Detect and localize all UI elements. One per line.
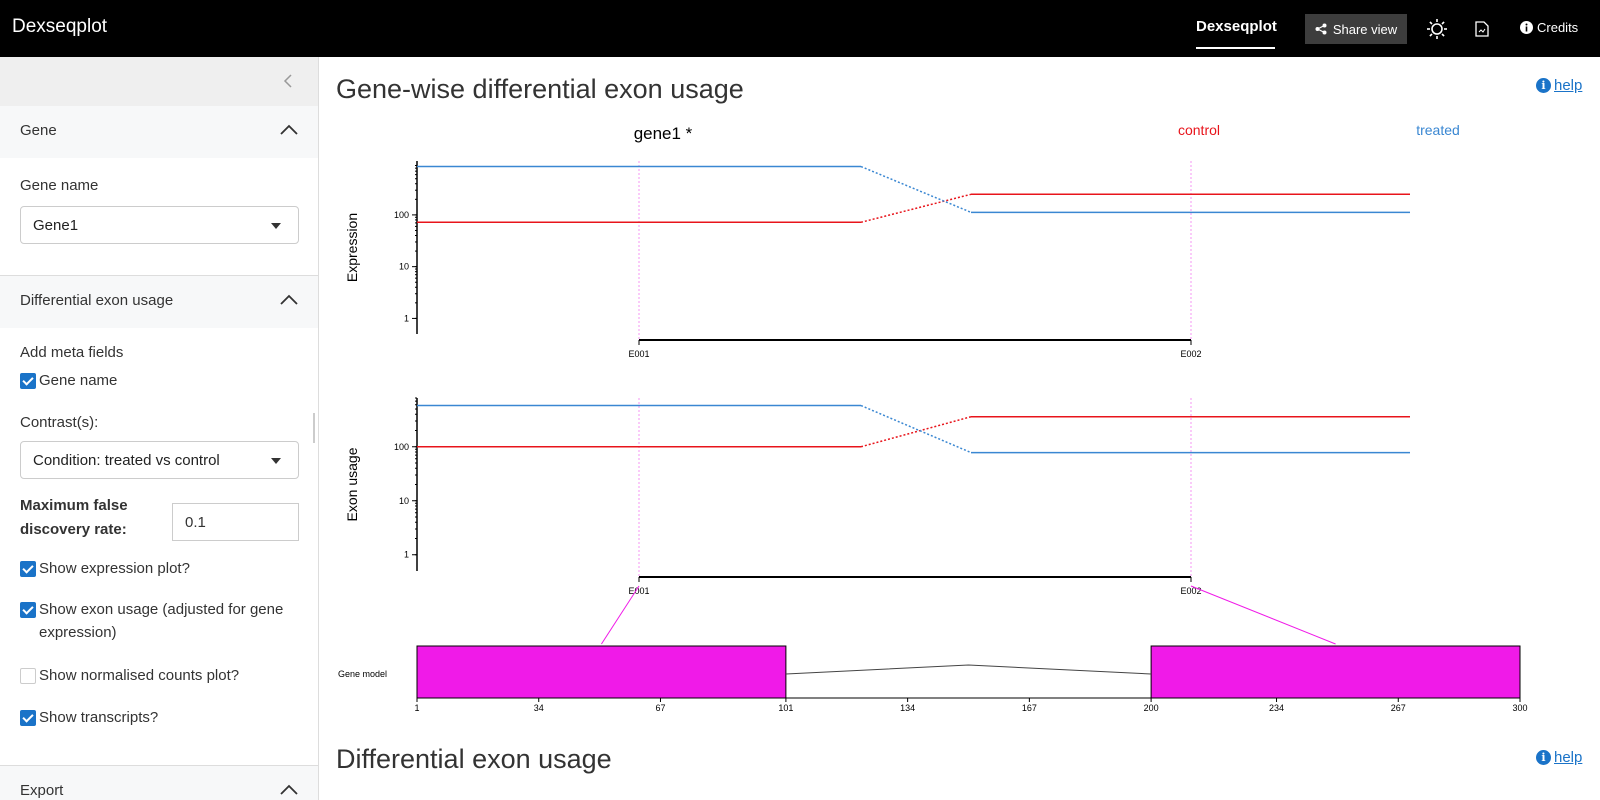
show-expression-label: Show expression plot? [39,560,190,577]
caret-down-icon [271,223,281,229]
help-link[interactable]: i help [1536,749,1582,766]
show-expression-checkbox[interactable] [20,561,36,577]
y-tick-label: 100 [394,442,409,452]
section-title-deu: Differential exon usage [336,744,612,774]
series-connector-control [860,416,972,448]
main-content: Gene-wise differential exon usage i help… [320,57,1600,800]
exon-label: E002 [1180,349,1201,359]
app-brand[interactable]: Dexseqplot [12,16,108,37]
series-connector-control [860,193,972,224]
series-connector-treated [860,165,972,214]
info-icon: i [1536,750,1551,765]
divider [0,765,318,766]
exon-label: E001 [628,349,649,359]
report-button[interactable] [1469,16,1495,42]
show-exon-usage-checkbox[interactable] [20,602,36,618]
accordion-export-title: Export [20,782,64,799]
x-tick-label: 267 [1391,703,1406,713]
exon-label: E002 [1180,586,1201,596]
gene-name-checkbox-label: Gene name [39,372,118,389]
x-tick-label: 234 [1269,703,1284,713]
series-connector-treated [860,404,972,454]
chart-title: gene1 * [634,124,693,143]
contrast-value: Condition: treated vs control [33,452,220,469]
intron-line [785,664,1152,675]
dexseq-plot: gene1 * control treated 1 10 100 Expression E00… [338,122,1528,713]
exon-box [416,645,787,699]
chevron-left-icon[interactable] [279,71,299,91]
info-icon [1520,21,1533,34]
sidebar-collapse-row [0,57,318,106]
chevron-up-icon [280,784,298,795]
help-link[interactable]: i help [1536,77,1582,94]
accordion-deu-header[interactable]: Differential exon usage [0,276,318,328]
x-tick-label: 134 [900,703,915,713]
show-normalised-checkbox[interactable] [20,668,36,684]
top-navbar: Dexseqplot Dexseqplot Share view [0,0,1600,57]
active-tab-indicator [1196,47,1275,49]
caret-down-icon [271,458,281,464]
credits-link[interactable]: Credits [1520,20,1578,35]
y-tick-label: 1 [404,550,409,560]
gene-model-label: Gene model [338,669,387,679]
accordion-gene-header[interactable]: Gene [0,106,318,158]
gene-name-select[interactable]: Gene1 [20,206,299,244]
accordion-export-header[interactable]: Export [0,766,318,800]
divider [0,275,318,276]
y-axis-label: Exon usage [344,447,360,521]
gene-name-label: Gene name [20,177,99,194]
meta-fields-label: Add meta fields [20,344,124,361]
gene-name-checkbox[interactable] [20,373,36,389]
fdr-value: 0.1 [185,514,206,531]
y-tick-label: 10 [399,262,409,272]
info-icon: i [1536,78,1551,93]
legend-treated: treated [1416,122,1460,138]
x-tick-label: 200 [1144,703,1159,713]
theme-toggle-button[interactable] [1424,16,1450,42]
exon-connector [1190,585,1336,645]
accordion-deu-title: Differential exon usage [20,292,174,309]
show-transcripts-checkbox[interactable] [20,710,36,726]
sidebar: Gene Gene name Gene1 Differential exon u… [0,57,319,800]
exon-label: E001 [628,586,649,596]
exon-box [1150,645,1521,699]
show-normalised-label: Show normalised counts plot? [39,667,240,684]
show-exon-usage-label: Show exon usage (adjusted for gene expre… [39,601,284,641]
help-label: help [1554,77,1583,94]
y-tick-label: 1 [404,313,409,323]
share-view-button[interactable]: Share view [1305,14,1407,44]
legend-control: control [1178,122,1220,138]
exon-connector [601,585,640,645]
x-tick-label: 101 [778,703,793,713]
contrast-select[interactable]: Condition: treated vs control [20,441,299,479]
y-axis-label: Expression [344,213,360,282]
sidebar-resize-handle[interactable] [313,413,315,443]
help-label: help [1554,749,1583,766]
accordion-gene-title: Gene [20,122,57,139]
share-icon [1315,23,1327,35]
x-tick-label: 167 [1022,703,1037,713]
x-tick-label: 1 [414,703,419,713]
nav-tab-dexseqplot[interactable]: Dexseqplot [1196,18,1277,35]
document-icon [1475,21,1489,37]
share-view-label: Share view [1332,21,1398,37]
show-transcripts-label: Show transcripts? [39,709,159,726]
sun-icon [1427,19,1447,39]
y-tick-label: 100 [394,210,409,220]
credits-label: Credits [1537,20,1579,35]
x-tick-label: 67 [655,703,665,713]
y-tick-label: 10 [399,496,409,506]
gene-name-value: Gene1 [33,217,79,234]
section-title-gene-wise: Gene-wise differential exon usage [336,74,744,104]
x-tick-label: 34 [534,703,544,713]
fdr-label: Maximum false discovery rate: [20,497,128,538]
x-tick-label: 300 [1512,703,1527,713]
chevron-up-icon [280,124,298,135]
contrasts-label: Contrast(s): [20,414,99,431]
fdr-input[interactable]: 0.1 [172,503,299,541]
chevron-up-icon [280,294,298,305]
